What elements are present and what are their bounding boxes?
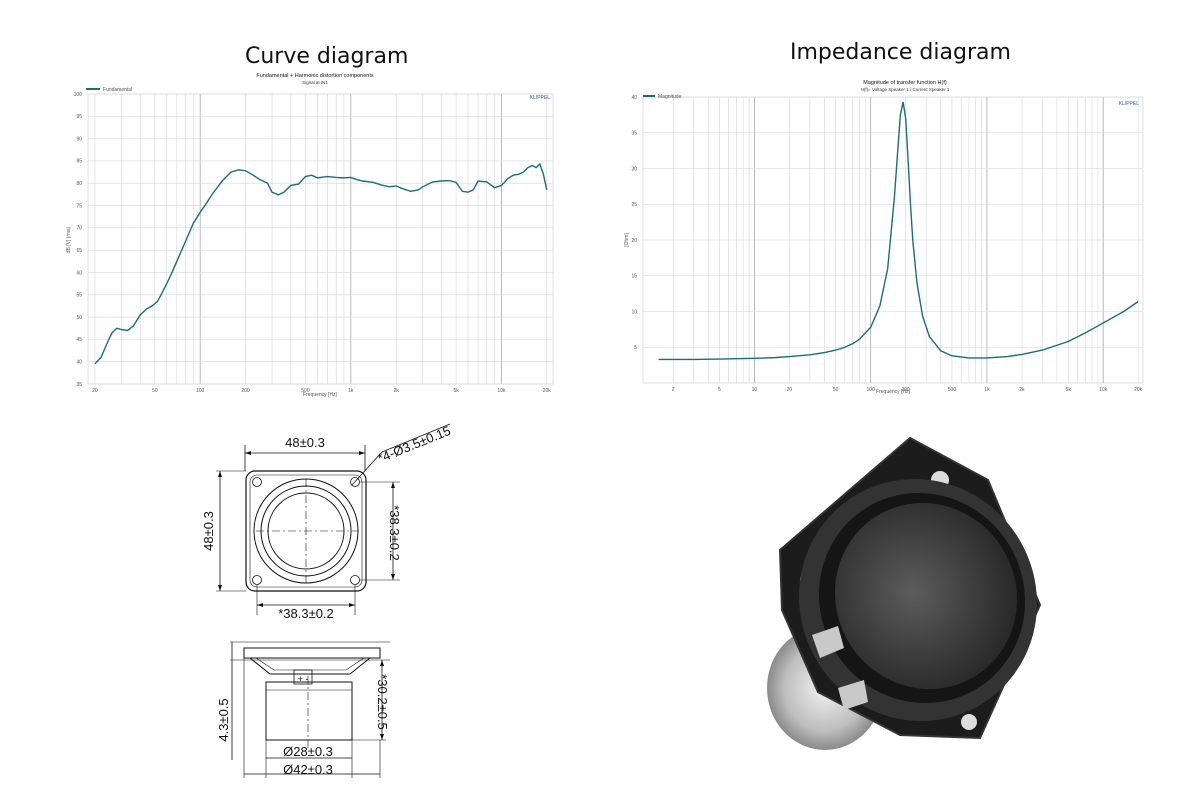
hole-spacing-horizontal-dim: *38.3±0.2 [278,606,334,621]
depth-dim: *30.2±0.5 [375,674,390,730]
legend-label: Fundamental [103,87,132,93]
terminal-tab [838,680,868,710]
y-tick-label: 25 [631,202,637,208]
x-axis-label: Frequency [Hz] [876,389,911,395]
series-line-magnitude [658,101,1139,361]
frequency-response-chart: Fundamental + Harmonic distortion compon… [66,73,554,398]
legend-label: Magnitude [658,94,682,100]
flange-thickness-dim: 4.3±0.5 [216,698,231,741]
y-tick-label: 55 [76,293,82,299]
x-tick-label: 5k [453,388,459,394]
x-tick-label: 10k [1099,387,1108,393]
y-tick-label: 90 [76,136,82,142]
front-view-drawing: 48±0.3 *4-Ø3.5±0.15 48±0.3 *38.3±0.2 *38… [201,423,453,621]
impedance-chart: Magnitude of transfer function H(f) H(f)… [624,80,1144,395]
chart-subtitle: Signal at IN1 [302,80,328,85]
chart-title: Fundamental + Harmonic distortion compon… [256,73,373,79]
y-tick-label: 40 [76,359,82,365]
magnet-diameter-dim: Ø28±0.3 [283,744,333,759]
y-tick-label: 70 [76,226,82,232]
mounting-holes-dim: *4-Ø3.5±0.15 [376,423,453,466]
x-tick-label: 10k [497,388,506,394]
x-tick-label: 500 [948,387,957,393]
grid [88,93,553,385]
hole-spacing-vertical-dim: *38.3±0.2 [387,505,402,561]
x-tick-label: 200 [241,388,250,394]
terminal-tab [812,626,844,658]
x-tick-label: 20k [543,388,552,394]
y-tick-label: 100 [74,92,83,98]
grid [643,96,1143,383]
x-tick-label: 2 [672,387,675,393]
x-tick-label: 2k [394,388,400,394]
x-tick-label: 100 [196,388,205,394]
x-tick-label: 10 [752,387,758,393]
y-tick-label: 20 [631,238,637,244]
y-tick-label: 15 [631,274,637,280]
y-tick-label: 35 [76,382,82,388]
y-axis: 35 40 45 50 55 60 65 70 75 80 85 90 95 100 [74,92,83,388]
y-tick-label: 30 [631,166,637,172]
x-tick-label: 1k [348,388,354,394]
curve-diagram-heading: Curve diagram [245,44,409,69]
x-tick-label: 100 [867,387,876,393]
y-tick-label: 75 [76,203,82,209]
x-tick-label: 50 [152,388,158,394]
x-axis: 2 5 10 20 50 100 200 500 1k 2k 5k 10k 20k [672,387,1143,393]
y-tick-label: 10 [631,309,637,315]
y-tick-label: 40 [631,95,637,101]
mounting-hole [350,575,360,585]
chart-subtitle: H(f)= Voltage Speaker 1 / Current Speake… [861,87,950,92]
x-tick-label: 20 [787,387,793,393]
x-axis: 20 50 100 200 500 1k 2k 5k 10k 20k [92,388,551,394]
flange-outline [245,470,367,592]
x-tick-label: 2k [1019,387,1025,393]
y-tick-label: 85 [76,159,82,165]
mounting-hole [350,477,360,487]
y-tick-label: 45 [76,337,82,343]
x-tick-label: 5k [1066,387,1072,393]
y-tick-label: 35 [631,131,637,137]
chart-title: Magnitude of transfer function H(f) [863,80,947,86]
klippel-watermark: KLIPPEL [1119,101,1140,107]
x-tick-label: 1k [984,387,990,393]
flange-width-dim: 48±0.3 [285,435,325,450]
magnet-body [265,681,353,741]
x-tick-label: 500 [301,388,310,394]
frame-hole [961,714,977,730]
x-tick-label: 50 [833,387,839,393]
mounting-hole [252,477,262,487]
impedance-diagram-heading: Impedance diagram [790,40,1011,65]
plot-area [87,93,554,385]
basket-side [249,657,371,675]
terminal-marks: + - [298,674,309,684]
y-tick-label: 95 [76,114,82,120]
x-tick-label: 20 [92,388,98,394]
x-tick-label: 200 [902,387,911,393]
x-tick-label: 20k [1134,387,1143,393]
y-tick-label: 60 [76,270,82,276]
speaker-cone [834,502,1018,690]
side-view-drawing: + - 4.3±0.5 *30.2±0.5 Ø28±0.3 Ø42±0.3 [216,641,390,778]
x-tick-label: 5 [718,387,721,393]
klippel-watermark: KLIPPEL [530,95,551,101]
series-line-fundamental [94,162,548,365]
y-axis-label: [Ohm] [624,233,630,247]
flange-side [243,647,381,659]
outer-height-dim: 48±0.3 [201,511,216,551]
body-diameter-dim: Ø42±0.3 [283,762,333,777]
y-axis-label: dB [V] (rms) [66,226,72,253]
y-tick-label: 5 [634,345,637,351]
x-axis-label: Frequency [Hz] [303,392,338,398]
y-axis: 5 10 15 20 25 30 35 40 [631,95,637,351]
mounting-hole [252,575,262,585]
speaker-product-image [767,436,1042,750]
terminal-block [293,669,313,685]
y-tick-label: 65 [76,248,82,254]
y-tick-label: 50 [76,315,82,321]
y-tick-label: 80 [76,181,82,187]
